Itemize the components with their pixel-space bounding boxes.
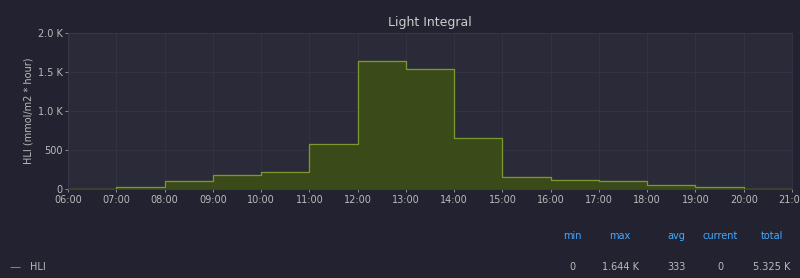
Text: avg: avg xyxy=(667,231,685,241)
Text: 5.325 K: 5.325 K xyxy=(754,262,790,272)
Text: —: — xyxy=(10,262,21,272)
Text: current: current xyxy=(702,231,738,241)
Text: max: max xyxy=(610,231,630,241)
Text: 333: 333 xyxy=(667,262,685,272)
Text: min: min xyxy=(562,231,582,241)
Text: 0: 0 xyxy=(569,262,575,272)
Title: Light Integral: Light Integral xyxy=(388,16,472,29)
Text: HLI: HLI xyxy=(30,262,46,272)
Y-axis label: HLI (mmol/m2 * hour): HLI (mmol/m2 * hour) xyxy=(23,58,34,165)
Text: 0: 0 xyxy=(717,262,723,272)
Text: total: total xyxy=(761,231,783,241)
Text: 1.644 K: 1.644 K xyxy=(602,262,638,272)
